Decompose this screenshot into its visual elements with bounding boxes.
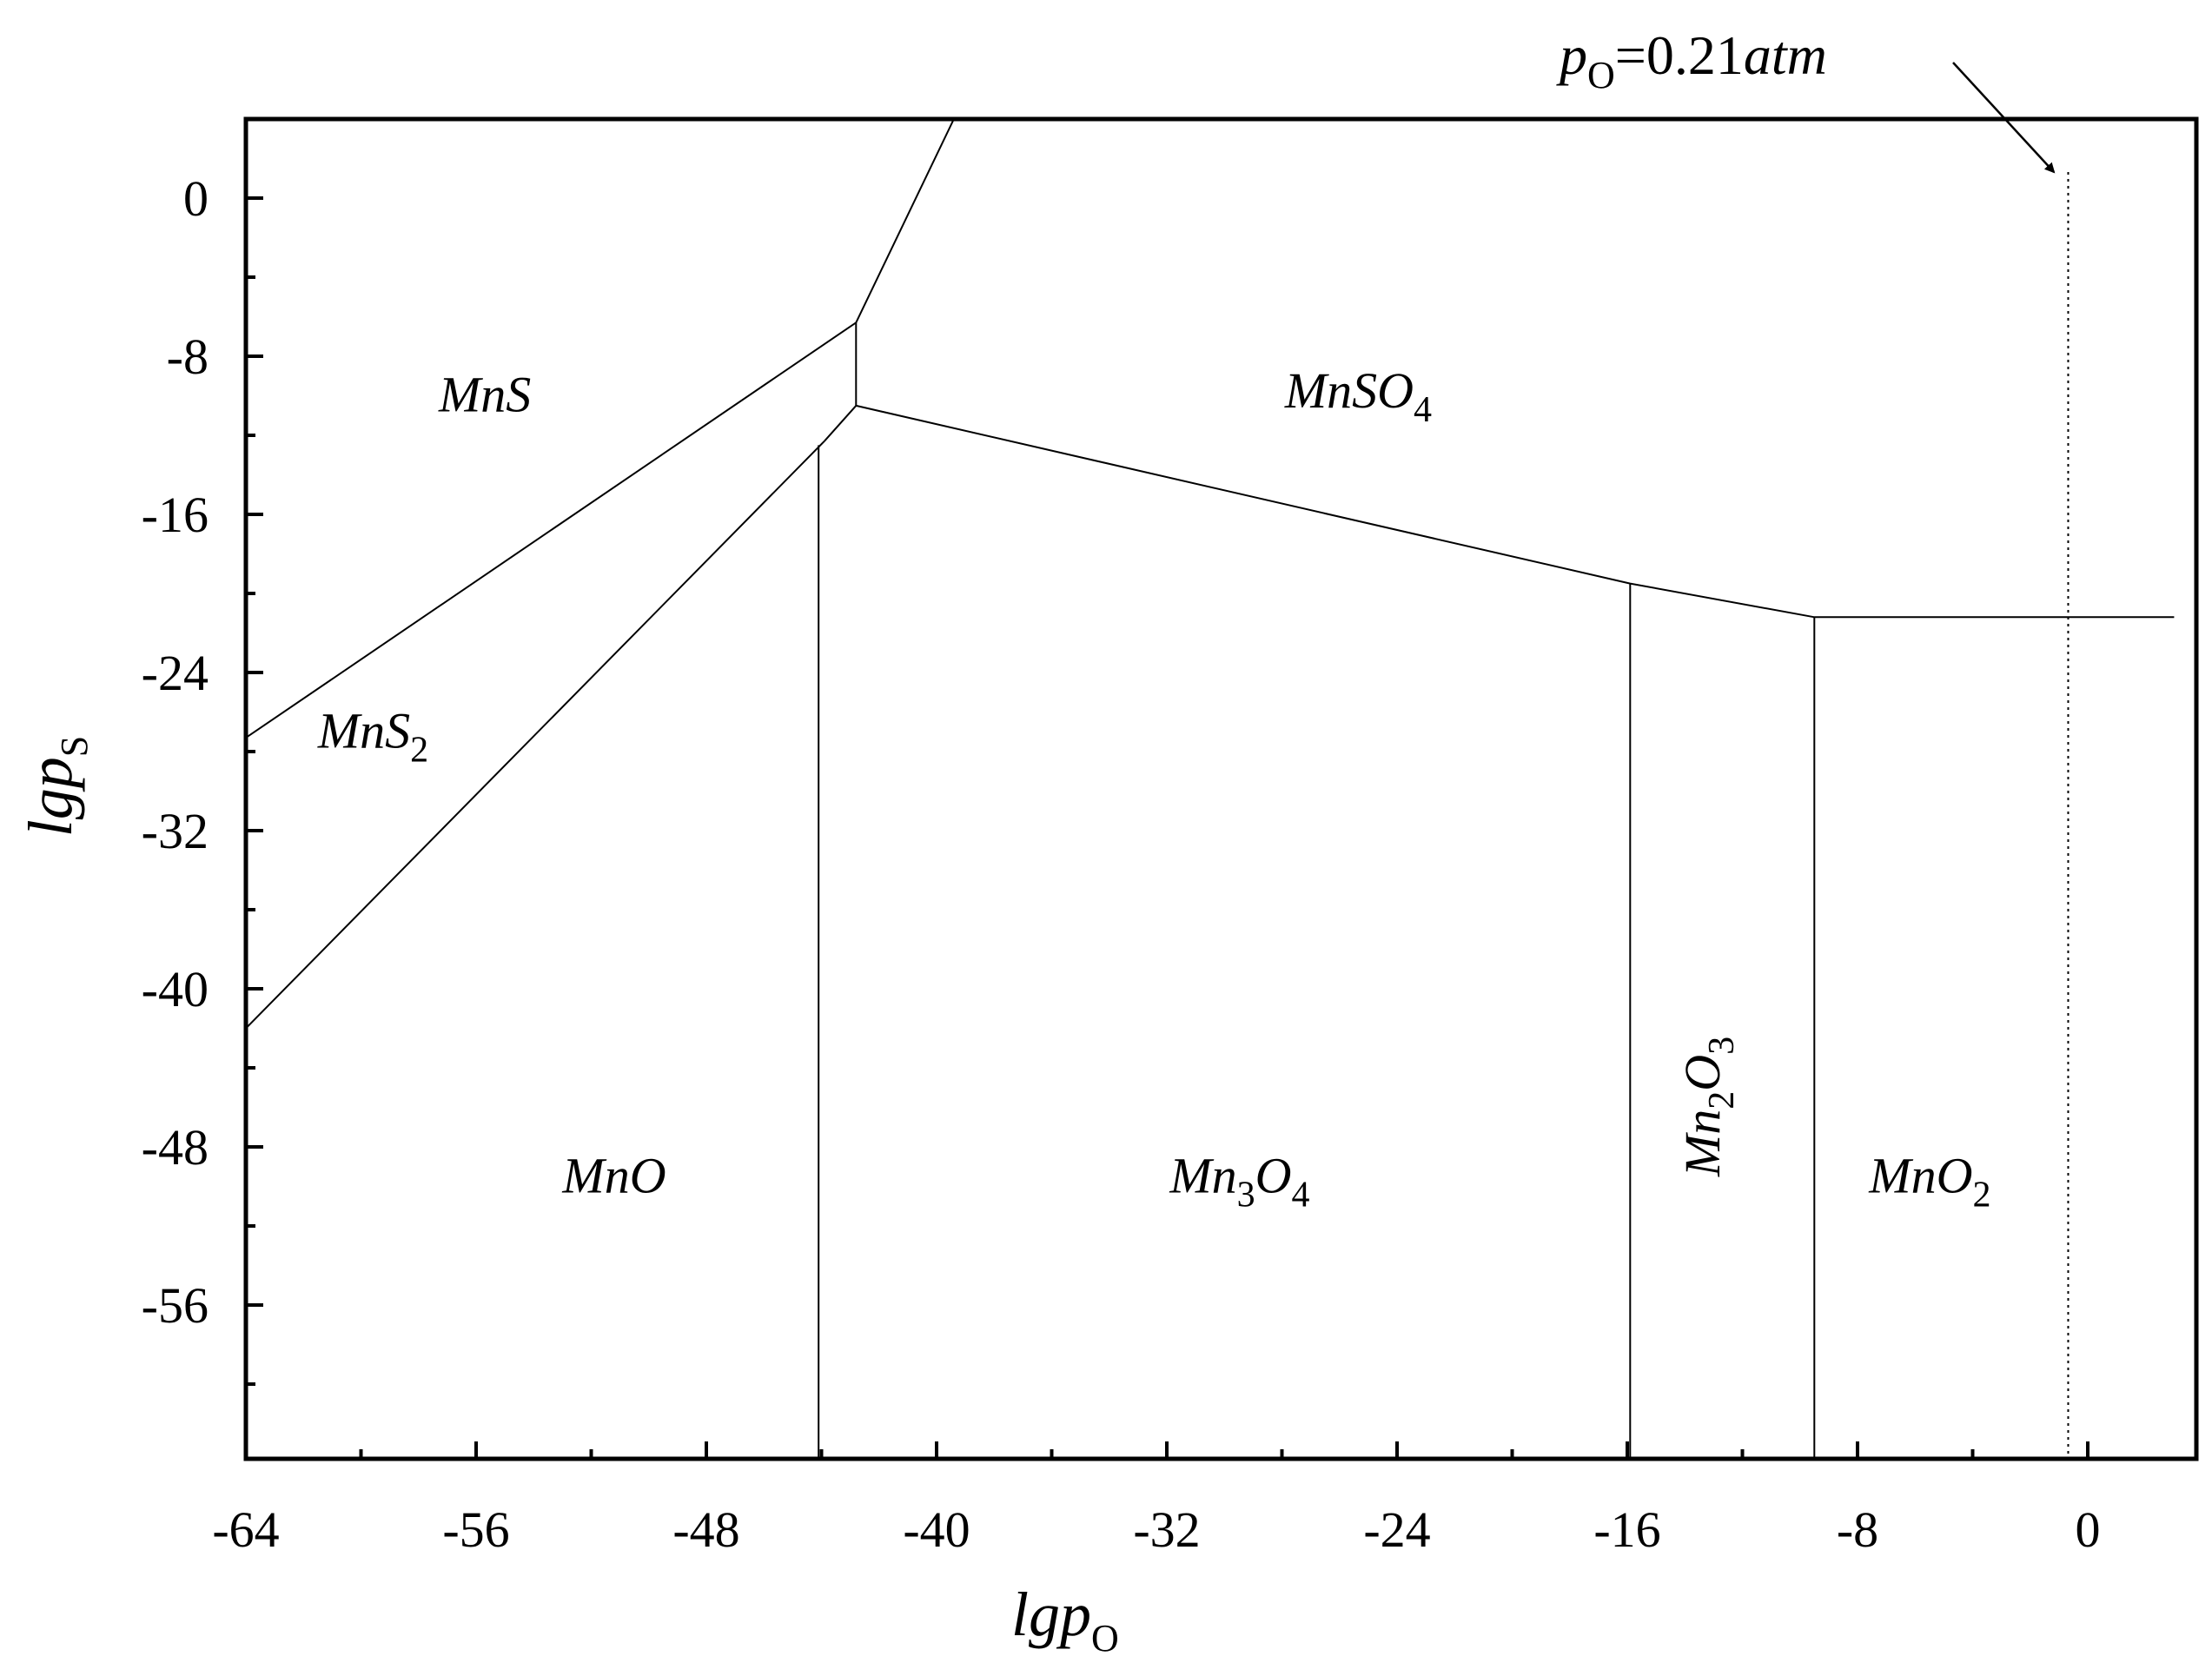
y-tick-label: -48 (142, 1119, 209, 1176)
region-labels: MnS MnS2 MnSO4 MnO Mn3O4 Mn2O3 MnO2 (317, 362, 1991, 1215)
y-tick-label: -16 (142, 487, 209, 543)
region-label-mn2o3: Mn2O3 (1674, 1037, 1742, 1177)
y-axis-title: lgpS (16, 736, 96, 838)
boundary-line-5 (856, 404, 2175, 619)
y-tick-label: -32 (142, 803, 209, 859)
boundary-line-4 (824, 405, 858, 442)
region-label-mns2: MnS2 (317, 702, 428, 770)
x-axis-title: lgpO (1011, 1580, 1119, 1660)
x-tick-label: -64 (212, 1501, 279, 1558)
x-tick-label: -8 (1837, 1501, 1878, 1558)
x-tick-label: -40 (903, 1501, 970, 1558)
region-label-mn3o4: Mn3O4 (1169, 1147, 1309, 1215)
boundary-line-1 (855, 119, 955, 323)
x-axis: -64 -56 -48 -40 -32 -24 -16 -8 0 (212, 1441, 2101, 1558)
annotation-text: pO=0.21atm (1556, 24, 1827, 96)
region-label-mno: MnO (561, 1147, 666, 1203)
y-tick-label: -56 (142, 1277, 209, 1334)
x-tick-label: -48 (672, 1501, 739, 1558)
y-tick-label: -40 (142, 961, 209, 1017)
phase-boundaries (246, 119, 2175, 1459)
y-tick-label: -24 (142, 645, 209, 701)
boundary-line-0 (246, 321, 857, 739)
annotation-arrow (1952, 62, 2056, 174)
annotation-atm: pO=0.21atm (1556, 24, 2056, 174)
plot-frame (243, 116, 2199, 1461)
region-label-mnso4: MnSO4 (1284, 362, 1432, 430)
y-tick-label: 0 (183, 170, 209, 227)
y-tick-label: -8 (167, 328, 209, 385)
boundary-line-3 (246, 441, 825, 1030)
x-tick-label: -16 (1593, 1501, 1660, 1558)
y-axis: 0 -8 -16 -24 -32 -40 -48 -56 (142, 170, 263, 1386)
x-tick-label: -24 (1363, 1501, 1430, 1558)
x-tick-label: 0 (2076, 1501, 2101, 1558)
region-label-mno2: MnO2 (1868, 1147, 1990, 1215)
x-tick-label: -56 (442, 1501, 509, 1558)
region-label-mns: MnS (438, 367, 531, 423)
x-tick-label: -32 (1133, 1501, 1200, 1558)
